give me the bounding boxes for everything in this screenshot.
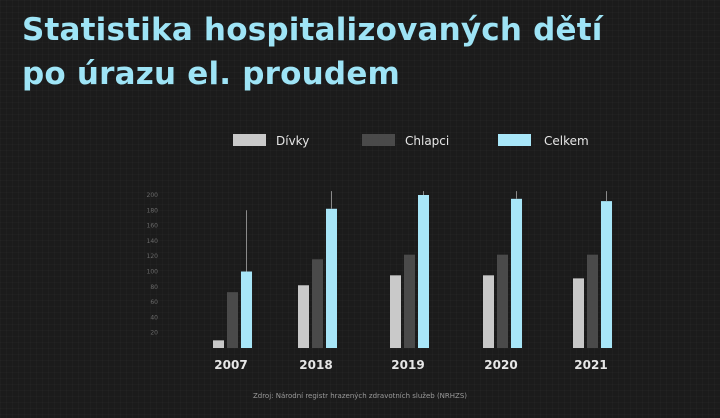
bar-chlapci-2007 [227,292,238,348]
x-tick-label-2021: 2021 [574,358,607,372]
bar-chlapci-2019 [404,254,415,348]
legend-swatch-chlapci [362,134,395,146]
bar-dívky-2020 [483,275,494,348]
y-tick-label: 140 [147,238,159,245]
y-tick-label: 60 [150,299,158,306]
bar-celkem-2007 [241,271,252,348]
bar-chlapci-2018 [312,259,323,348]
title-line-1: Statistika hospitalizovaných dětí [22,12,603,48]
bar-dívky-2019 [390,275,401,348]
bar-celkem-2018 [326,208,337,348]
legend-swatch-celkem [498,134,531,146]
y-tick-label: 20 [150,330,158,337]
bar-celkem-2019 [418,195,429,348]
x-tick-label-2019: 2019 [391,358,424,372]
y-tick-label: 120 [147,253,159,260]
y-tick-label: 80 [150,284,158,291]
legend-label: Dívky [276,134,309,148]
title-line-2: po úrazu el. proudem [22,56,401,92]
y-tick-label: 40 [150,314,158,321]
page-title: Statistika hospitalizovaných dětí po úra… [22,8,603,96]
bar-dívky-2018 [298,285,309,348]
bar-celkem-2020 [511,198,522,348]
bar-chlapci-2021 [587,254,598,348]
x-tick-label-2018: 2018 [299,358,332,372]
legend-label: Chlapci [405,134,449,148]
x-tick-label-2020: 2020 [484,358,517,372]
x-tick-label-2007: 2007 [214,358,247,372]
bar-dívky-2007 [213,340,224,348]
y-tick-label: 160 [147,223,159,230]
y-tick-label: 200 [147,192,159,199]
bar-dívky-2021 [573,278,584,348]
bar-celkem-2021 [601,201,612,348]
y-tick-label: 100 [147,269,159,276]
legend-label: Celkem [544,134,589,148]
legend-swatch-dívky [233,134,266,146]
y-tick-label: 180 [147,207,159,214]
source-note: Zdroj: Národní registr hrazených zdravot… [252,392,468,400]
bar-chlapci-2020 [497,254,508,348]
